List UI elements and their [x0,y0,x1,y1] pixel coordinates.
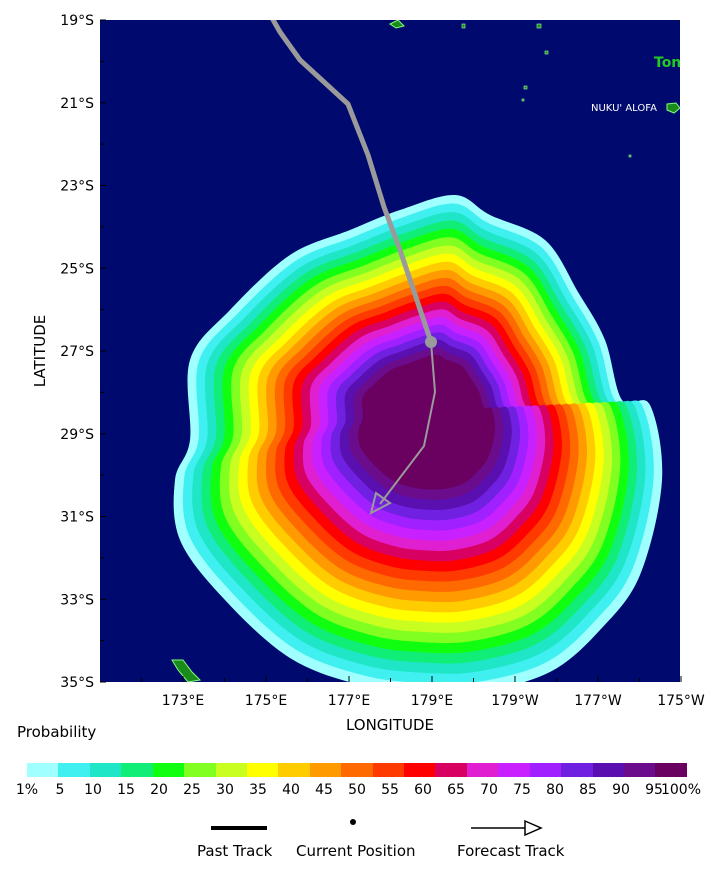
map-axes: 19°S 21°S 23°S 25°S 27°S 29°S 31°S 33°S 35°S 173°… [60,13,705,709]
colorbar-tick-label: 45 [315,782,333,798]
forecast-track-arrowhead [369,491,392,515]
probability-colorbar [27,763,687,777]
island-south [171,659,202,682]
colorbar-swatch [529,763,562,777]
colorbar-swatch [27,763,59,777]
island-north [389,20,405,29]
islet-2 [536,23,542,29]
colorbar-swatch [58,763,90,777]
lat-tick-label: 31°S [60,510,94,526]
colorbar-tick-label: 15 [117,782,135,798]
islet-5 [521,98,525,102]
lat-tick-label: 33°S [60,592,94,608]
colorbar-swatch [278,763,310,777]
colorbar-tick-label: 30 [216,782,234,798]
colorbar-tick-label: 50 [348,782,366,798]
legend-forecast-arrowhead [524,819,543,837]
legend-current-position-symbol [350,819,356,825]
lat-tick-label: 29°S [60,427,94,443]
colorbar-tick-label: 35 [249,782,267,798]
lon-tick-label: 177°W [574,693,622,709]
probability-contours [173,194,663,682]
legend-forecast-track-label: Forecast Track [457,842,565,860]
storm-tracks [270,20,437,515]
islet-1 [461,23,466,29]
colorbar-swatch [89,763,122,777]
lat-tick-label: 27°S [60,344,94,360]
islet-6 [628,154,632,158]
colorbar-tick-label: 85 [579,782,597,798]
colorbar-tick-label: 95 [645,782,663,798]
colorbar-tick-label: 90 [612,782,630,798]
colorbar-tick-label: 65 [447,782,465,798]
lon-tick-label: 177°E [328,693,371,709]
legend-past-track-label: Past Track [197,842,273,860]
colorbar-tick-label: 100% [660,782,702,798]
colorbar-swatch [466,763,499,777]
colorbar-swatch [592,763,625,777]
colorbar-swatch [184,763,216,777]
legend-title: Probability [17,723,97,741]
lon-tick-label: 173°E [162,693,205,709]
legend-current-position-label: Current Position [296,842,416,860]
lat-tick-label: 19°S [60,13,94,29]
colorbar-tick-label: 75 [513,782,531,798]
past-track-line [270,20,434,343]
colorbar-swatch [435,763,467,777]
colorbar-swatch [215,763,247,777]
colorbar-tick-label: 60 [414,782,432,798]
colorbar-tick-label: 25 [183,782,201,798]
lat-tick-label: 21°S [60,96,94,112]
track-legend-symbols [211,819,543,837]
lon-tick-label: 175°W [657,693,705,709]
colorbar-tick-label: 5 [55,782,65,798]
islet-4 [523,85,528,90]
lon-tick-label: 179°E [411,693,454,709]
contour-level-100 [358,354,496,490]
colorbar-tick-label: 10 [84,782,102,798]
tonga-island [666,102,680,114]
colorbar-tick-label: 1% [15,782,39,798]
forecast-track-line [379,341,437,505]
colorbar-swatch [624,763,656,777]
colorbar-swatch [655,763,687,777]
current-position-marker [425,336,437,348]
tonga-label: Ton [654,55,681,71]
colorbar-swatch [404,763,436,777]
colorbar-swatch [246,763,279,777]
colorbar-tick-label: 70 [480,782,498,798]
islet-3 [544,50,549,55]
x-axis-title: LONGITUDE [346,716,434,734]
lat-tick-label: 25°S [60,261,94,277]
colorbar-swatch [152,763,185,777]
lat-tick-label: 23°S [60,179,94,195]
colorbar-tick-label: 40 [282,782,300,798]
lat-tick-label: 35°S [60,675,94,691]
land-features: NUKU' ALOFA Ton [171,20,681,682]
colorbar-tick-label: 80 [546,782,564,798]
lon-tick-label: 179°W [491,693,539,709]
colorbar-swatch [561,763,593,777]
colorbar-tick-label: 20 [150,782,168,798]
lon-tick-label: 175°E [245,693,288,709]
colorbar-swatch [121,763,153,777]
nukualofa-label: NUKU' ALOFA [591,103,657,114]
colorbar-tick-label: 55 [381,782,399,798]
colorbar-tick-labels: 1% 5 10 15 20 25 30 35 40 45 50 55 60 65 70 75 80 85 90 95 1… [0,782,720,802]
colorbar-swatch [498,763,530,777]
colorbar-swatch [372,763,405,777]
y-axis-title: LATITUDE [31,315,49,388]
colorbar-swatch [309,763,342,777]
colorbar-swatch [341,763,373,777]
